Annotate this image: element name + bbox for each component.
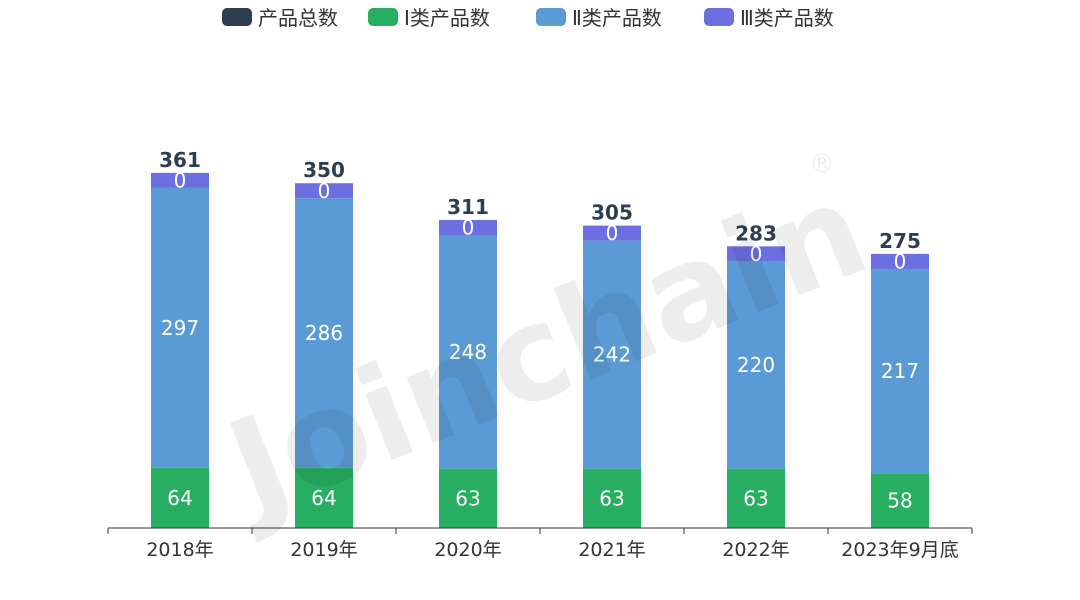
- bar-segment-s0-2[interactable]: [439, 468, 497, 528]
- bar-segment-s1-0[interactable]: [151, 187, 209, 468]
- bar-segment-s0-4[interactable]: [727, 468, 785, 528]
- legend-swatch-class3: [704, 8, 734, 26]
- bar-segment-s0-3[interactable]: [583, 468, 641, 528]
- bars-layer: 6429703616428603506324803116324203056322…: [151, 148, 929, 528]
- data-label-s1-3: 242: [593, 343, 631, 367]
- data-label-s2-4: 0: [750, 242, 763, 266]
- total-label-1: 350: [303, 158, 345, 182]
- total-label-4: 283: [735, 221, 777, 245]
- total-label-0: 361: [159, 148, 201, 172]
- data-label-s0-3: 63: [599, 486, 624, 510]
- bar-segment-s2-0[interactable]: [151, 172, 209, 188]
- bar-segment-s2-2[interactable]: [439, 219, 497, 236]
- x-tick-label-4: 2022年: [722, 539, 789, 561]
- legend-label-total: 产品总数: [258, 6, 338, 30]
- bar-segment-s1-2[interactable]: [439, 235, 497, 469]
- data-label-s0-0: 64: [167, 486, 192, 510]
- bar-segment-s0-0[interactable]: [151, 467, 209, 528]
- data-label-s1-2: 248: [449, 340, 487, 364]
- legend-item-class2[interactable]: Ⅱ类产品数: [536, 6, 662, 30]
- data-label-s0-1: 64: [311, 486, 336, 510]
- bar-segment-s2-1[interactable]: [295, 183, 353, 199]
- x-tick-label-0: 2018年: [146, 539, 213, 561]
- x-axis: 2018年 2019年 2020年 2021年 2022年 2023年9月底: [107, 527, 973, 561]
- bar-segment-s0-1[interactable]: [295, 467, 353, 528]
- x-tick-label-2: 2020年: [434, 539, 501, 561]
- total-label-2: 311: [447, 195, 489, 219]
- data-label-s2-1: 0: [318, 179, 331, 203]
- data-label-s1-4: 220: [737, 353, 775, 377]
- data-label-s0-5: 58: [887, 489, 912, 513]
- legend-item-class1[interactable]: Ⅰ类产品数: [368, 6, 490, 30]
- data-label-s2-5: 0: [894, 249, 907, 273]
- legend-swatch-class2: [536, 8, 566, 26]
- total-label-3: 305: [591, 201, 633, 225]
- legend-label-class2: Ⅱ类产品数: [572, 6, 662, 30]
- x-tick-label-3: 2021年: [578, 539, 645, 561]
- bar-segment-s0-5[interactable]: [871, 473, 929, 528]
- watermark-registered-mark: ®: [809, 149, 835, 179]
- data-label-s0-2: 63: [455, 486, 480, 510]
- bar-segment-s2-3[interactable]: [583, 225, 641, 241]
- bar-segment-s1-4[interactable]: [727, 261, 785, 469]
- data-label-s0-4: 63: [743, 486, 768, 510]
- bar-segment-s1-3[interactable]: [583, 240, 641, 469]
- legend-swatch-class1: [368, 8, 398, 26]
- legend: 产品总数 Ⅰ类产品数 Ⅱ类产品数 Ⅲ类产品数: [222, 6, 834, 30]
- bar-segment-s2-5[interactable]: [871, 253, 929, 269]
- data-label-s2-0: 0: [174, 168, 187, 192]
- legend-item-class3[interactable]: Ⅲ类产品数: [704, 6, 834, 30]
- bar-segment-s1-1[interactable]: [295, 198, 353, 468]
- legend-label-class1: Ⅰ类产品数: [404, 6, 490, 30]
- legend-swatch-total: [222, 8, 252, 26]
- legend-item-total[interactable]: 产品总数: [222, 6, 338, 30]
- data-label-s1-0: 297: [161, 316, 199, 340]
- data-label-s1-5: 217: [881, 359, 919, 383]
- x-tick-label-1: 2019年: [290, 539, 357, 561]
- x-tick-label-5: 2023年9月底: [841, 539, 958, 561]
- data-label-s2-3: 0: [606, 221, 619, 245]
- bar-segment-s1-5[interactable]: [871, 268, 929, 474]
- legend-label-class3: Ⅲ类产品数: [740, 6, 834, 30]
- bar-segment-s2-4[interactable]: [727, 246, 785, 262]
- total-label-5: 275: [879, 229, 921, 253]
- data-label-s1-1: 286: [305, 321, 343, 345]
- data-label-s2-2: 0: [462, 216, 475, 240]
